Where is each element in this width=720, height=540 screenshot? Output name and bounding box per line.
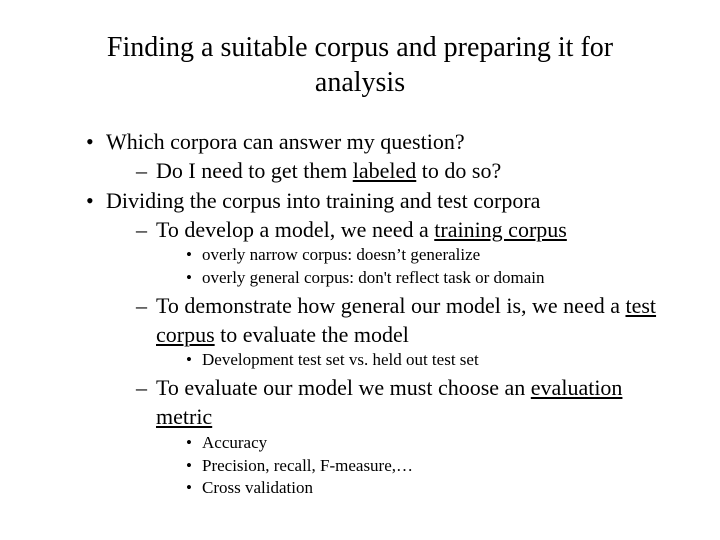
text-fragment: To evaluate our model we must choose an <box>156 375 531 400</box>
bullet-text: Dividing the corpus into training and te… <box>106 188 540 213</box>
bullet-list: Which corpora can answer my question? Do… <box>40 128 680 500</box>
underlined-term: labeled <box>353 158 417 183</box>
slide: Finding a suitable corpus and preparing … <box>0 0 720 540</box>
note-list: Development test set vs. held out test s… <box>156 349 680 372</box>
note-item: Precision, recall, F-measure,… <box>186 455 680 478</box>
bullet-item: Which corpora can answer my question? Do… <box>86 128 680 185</box>
sub-item: Do I need to get them labeled to do so? <box>136 157 680 186</box>
text-fragment: Do I need to get them <box>156 158 353 183</box>
underlined-term: training corpus <box>434 217 567 242</box>
note-list: overly narrow corpus: doesn’t generalize… <box>156 244 680 290</box>
note-item: Development test set vs. held out test s… <box>186 349 680 372</box>
bullet-text: Which corpora can answer my question? <box>106 129 465 154</box>
note-item: Accuracy <box>186 432 680 455</box>
text-fragment: to do so? <box>416 158 501 183</box>
text-fragment: To demonstrate how general our model is,… <box>156 293 625 318</box>
sub-item: To develop a model, we need a training c… <box>136 216 680 290</box>
note-list: Accuracy Precision, recall, F-measure,… … <box>156 432 680 501</box>
bullet-item: Dividing the corpus into training and te… <box>86 187 680 500</box>
sub-list: To develop a model, we need a training c… <box>106 216 680 501</box>
note-item: Cross validation <box>186 477 680 500</box>
slide-title: Finding a suitable corpus and preparing … <box>80 30 640 100</box>
sub-list: Do I need to get them labeled to do so? <box>106 157 680 186</box>
text-fragment: To develop a model, we need a <box>156 217 434 242</box>
sub-item: To demonstrate how general our model is,… <box>136 292 680 372</box>
sub-item: To evaluate our model we must choose an … <box>136 374 680 500</box>
note-item: overly general corpus: don't reflect tas… <box>186 267 680 290</box>
note-item: overly narrow corpus: doesn’t generalize <box>186 244 680 267</box>
text-fragment: to evaluate the model <box>215 322 409 347</box>
